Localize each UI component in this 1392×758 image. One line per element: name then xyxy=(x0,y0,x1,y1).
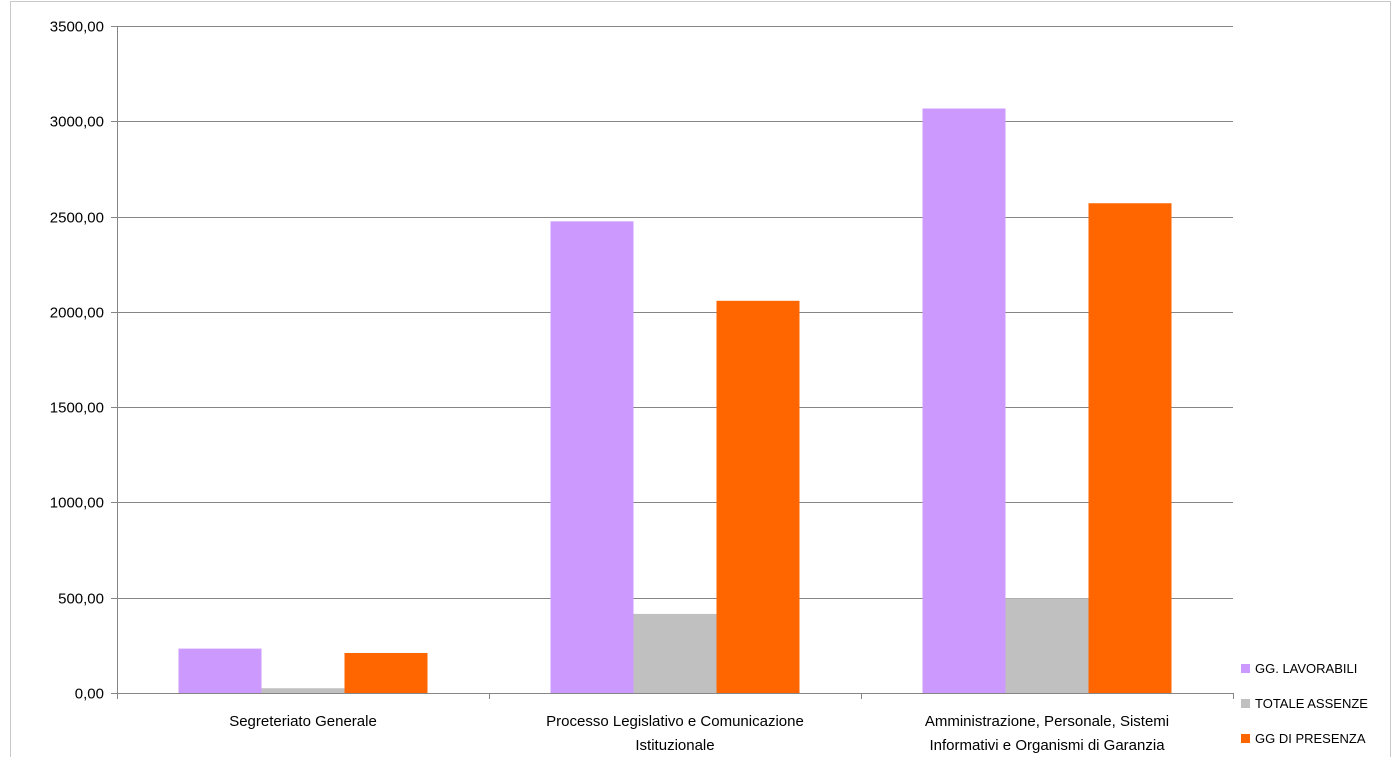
bar xyxy=(633,613,717,693)
x-category-label: Processo Legislativo e Comunicazione xyxy=(546,713,804,730)
y-tick-label: 2500,00 xyxy=(50,210,104,227)
bar xyxy=(1088,203,1172,693)
y-tick-label: 1000,00 xyxy=(50,495,104,512)
x-category-label: Istituzionale xyxy=(635,737,714,754)
legend: GG. LAVORABILI TOTALE ASSENZE GG DI PRESEN… xyxy=(1241,661,1368,746)
bars xyxy=(178,108,1172,694)
bar xyxy=(344,652,428,693)
bar xyxy=(922,108,1006,693)
y-tick-label: 3000,00 xyxy=(50,114,104,131)
y-tick-label: 0,00 xyxy=(75,686,104,703)
legend-label: GG DI PRESENZA xyxy=(1255,731,1366,746)
legend-label: GG. LAVORABILI xyxy=(1255,661,1357,676)
bar xyxy=(716,300,800,693)
y-tick-label: 2000,00 xyxy=(50,305,104,322)
bar xyxy=(550,221,634,694)
chart-frame xyxy=(10,1,1391,757)
legend-swatch xyxy=(1241,664,1250,673)
x-category-label: Informativi e Organismi di Garanzia xyxy=(929,737,1165,754)
legend-label: TOTALE ASSENZE xyxy=(1255,696,1368,711)
legend-swatch xyxy=(1241,734,1250,743)
y-tick-labels: 0,00 500,00 1000,00 1500,00 2000,00 2500,00 30… xyxy=(50,19,104,703)
y-tick-label: 3500,00 xyxy=(50,19,104,36)
x-category-label: Amministrazione, Personale, Sistemi xyxy=(925,713,1169,730)
x-category-label: Segreteriato Generale xyxy=(229,713,377,730)
y-tick-label: 1500,00 xyxy=(50,400,104,417)
gridlines xyxy=(117,26,1233,599)
bar xyxy=(178,648,262,693)
axes xyxy=(111,26,1234,699)
category-labels: Segreteriato Generale Processo Legislativ… xyxy=(229,713,1169,754)
bar xyxy=(1005,598,1089,693)
legend-swatch xyxy=(1241,699,1250,708)
y-tick-label: 500,00 xyxy=(58,591,104,608)
bar xyxy=(261,688,345,693)
